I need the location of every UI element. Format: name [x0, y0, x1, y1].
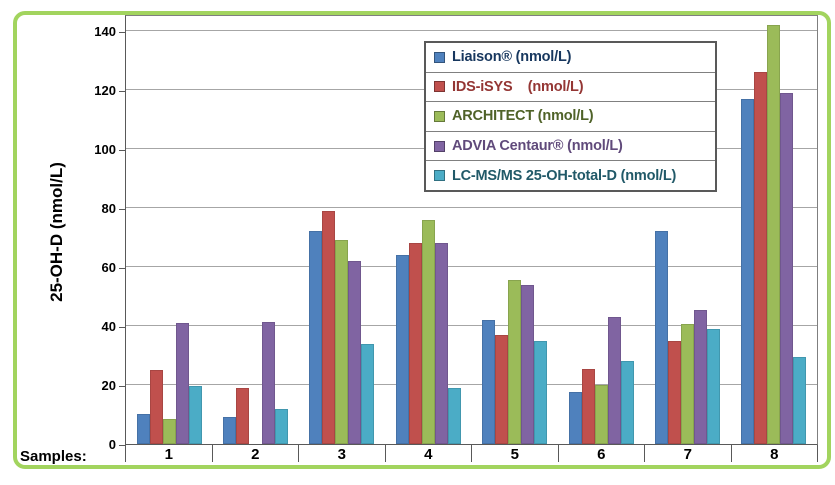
- y-tick-mark-100: [119, 149, 125, 151]
- legend-item-3: ARCHITECT (nmol/L): [426, 102, 715, 132]
- bar-sample4-series3: [421, 219, 435, 444]
- legend-item-label: ADVIA Centaur® (nmol/L): [452, 138, 623, 155]
- bar-sample6-series1: [568, 392, 582, 444]
- bar-sample2-series2: [236, 387, 250, 444]
- bar-sample5-series2: [495, 334, 509, 444]
- legend-swatch-icon: [434, 170, 445, 182]
- gridline-40: [126, 324, 817, 326]
- legend: Liaison® (nmol/L) IDS-iSYS (nmol/L) ARCHIT…: [424, 41, 717, 192]
- y-axis-title: 25-OH-D (nmol/L): [47, 162, 66, 302]
- y-tick-mark-140: [119, 31, 125, 33]
- legend-item-2: IDS-iSYS (nmol/L): [426, 73, 715, 103]
- bar-sample8-series3: [767, 24, 781, 444]
- y-tick-mark-120: [119, 90, 125, 92]
- bar-sample4-series2: [408, 243, 422, 444]
- x-category-8: 8: [730, 445, 818, 463]
- bar-sample7-series1: [654, 231, 668, 444]
- legend-item-label: IDS-iSYS (nmol/L): [452, 78, 584, 95]
- bar-sample7-series2: [667, 340, 681, 444]
- bar-sample1-series3: [162, 418, 176, 444]
- bar-sample3-series4: [348, 261, 362, 444]
- gridline-80: [126, 206, 817, 208]
- x-category-4: 4: [384, 445, 472, 463]
- bar-sample7-series4: [693, 309, 707, 444]
- legend-swatch-icon: [434, 51, 445, 63]
- bar-sample3-series1: [309, 231, 323, 444]
- legend-swatch-icon: [434, 81, 445, 93]
- y-tick-mark-60: [119, 267, 125, 269]
- bar-sample6-series3: [594, 384, 608, 444]
- bar-sample8-series1: [741, 98, 755, 444]
- outer-green-frame: [13, 11, 831, 469]
- y-tick-label-120: 120: [94, 82, 116, 98]
- bar-sample2-series4: [262, 321, 276, 444]
- legend-swatch-icon: [434, 110, 445, 122]
- gridline-60: [126, 265, 817, 267]
- x-category-3: 3: [298, 445, 385, 463]
- legend-item-label: LC-MS/MS 25-OH-total-D (nmol/L): [452, 167, 677, 184]
- bar-sample8-series4: [780, 92, 794, 444]
- bar-sample1-series2: [149, 370, 163, 444]
- y-tick-label-20: 20: [101, 377, 116, 393]
- x-category-7: 7: [644, 445, 731, 463]
- bar-sample3-series3: [335, 240, 349, 444]
- bar-sample4-series4: [434, 243, 448, 444]
- legend-item-label: Liaison® (nmol/L): [452, 49, 572, 66]
- bar-sample5-series3: [508, 280, 522, 444]
- bar-sample1-series4: [175, 322, 189, 444]
- x-category-6: 6: [557, 445, 645, 463]
- y-tick-label-0: 0: [108, 437, 116, 452]
- y-tick-label-80: 80: [101, 200, 116, 216]
- bar-sample8-series5: [793, 356, 807, 444]
- legend-item-5: LC-MS/MS 25-OH-total-D (nmol/L): [426, 161, 715, 190]
- bar-sample2-series5: [275, 408, 289, 444]
- bar-sample5-series4: [521, 284, 535, 444]
- bar-sample5-series1: [482, 320, 496, 444]
- legend-item-label: ARCHITECT (nmol/L): [452, 108, 594, 125]
- y-tick-label-60: 60: [101, 259, 116, 275]
- bar-sample8-series2: [754, 72, 768, 444]
- bar-sample3-series5: [361, 343, 375, 444]
- bar-sample7-series5: [706, 328, 720, 444]
- y-tick-label-40: 40: [101, 318, 116, 334]
- x-category-2: 2: [211, 445, 299, 463]
- gridline-20: [126, 383, 817, 385]
- bar-sample2-series1: [223, 417, 237, 444]
- y-tick-mark-20: [119, 385, 125, 387]
- bar-sample4-series1: [395, 255, 409, 444]
- bar-sample7-series3: [680, 324, 694, 444]
- x-axis-label: Samples:: [20, 448, 87, 465]
- gridline-140: [126, 29, 817, 31]
- y-tick-mark-40: [119, 326, 125, 328]
- bar-sample1-series1: [136, 414, 150, 444]
- bar-sample6-series2: [581, 368, 595, 444]
- y-tick-mark-80: [119, 208, 125, 210]
- legend-item-4: ADVIA Centaur® (nmol/L): [426, 132, 715, 162]
- bar-sample4-series5: [447, 387, 461, 444]
- y-tick-label-140: 140: [94, 23, 116, 39]
- legend-swatch-icon: [434, 140, 445, 152]
- y-tick-mark-0: [119, 445, 125, 446]
- y-tick-label-100: 100: [94, 141, 116, 157]
- bar-sample3-series2: [322, 210, 336, 444]
- x-category-5: 5: [471, 445, 558, 463]
- bar-sample1-series5: [188, 386, 202, 444]
- bar-sample5-series5: [534, 340, 548, 444]
- legend-item-1: Liaison® (nmol/L): [426, 43, 715, 73]
- x-category-1: 1: [125, 445, 212, 463]
- bar-sample6-series5: [620, 361, 634, 444]
- bar-sample6-series4: [607, 317, 621, 444]
